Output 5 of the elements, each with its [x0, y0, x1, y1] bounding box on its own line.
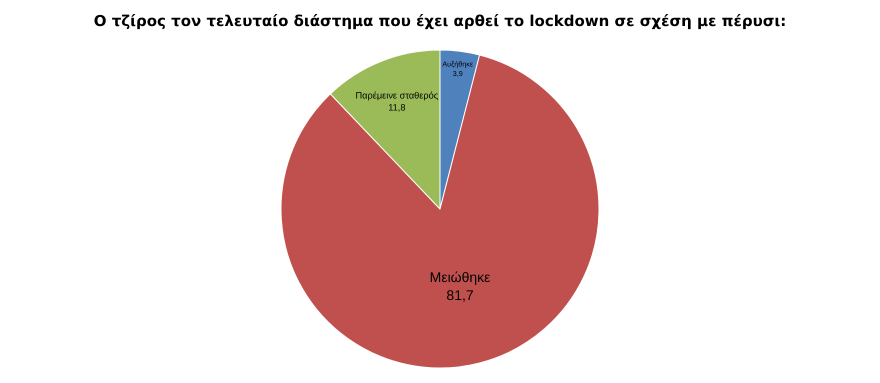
data-label: 11,8	[388, 102, 406, 113]
slice-label: Μειώθηκε	[430, 268, 490, 285]
slice-label: Παρέμεινε σταθερός	[355, 90, 439, 101]
chart-title: Ο τζίρος τον τελευταίο διάστημα που έχει αρθεί το lockdown σε σχέση με πέρυσι:	[94, 12, 786, 30]
data-label: 81,7	[446, 287, 474, 304]
